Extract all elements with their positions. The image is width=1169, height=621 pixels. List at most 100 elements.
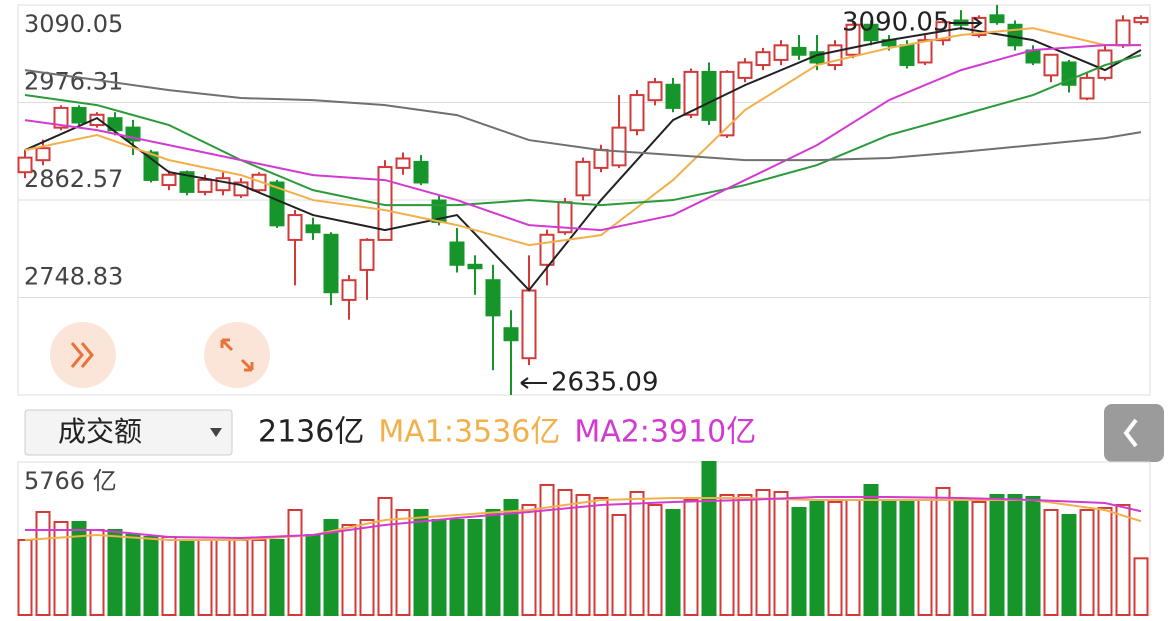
annotation: 3090.05 <box>842 8 950 38</box>
selector-caret[interactable] <box>210 428 222 437</box>
legend-entry: MA1:3536亿 <box>378 415 560 450</box>
annotation-arrow <box>949 17 983 29</box>
candle-body <box>269 181 285 227</box>
candle-body <box>287 214 303 241</box>
candle-body <box>35 147 51 162</box>
candle-body <box>449 241 465 266</box>
volume-bar <box>593 496 609 616</box>
volume-bar <box>611 513 627 616</box>
ma-line <box>25 495 1142 539</box>
volume-bar <box>917 498 933 617</box>
volume-bar <box>845 498 861 617</box>
volume-bar <box>107 528 123 616</box>
volume-bar <box>287 509 303 616</box>
annotation: 2635.09 <box>551 368 659 398</box>
collapse-button[interactable] <box>1104 404 1164 462</box>
candle-body <box>17 156 33 174</box>
volume-bar <box>701 461 717 616</box>
volume-bar <box>539 483 555 616</box>
volume-bar <box>1025 495 1041 616</box>
candle-body <box>989 14 1005 24</box>
ma-line <box>24 27 1141 247</box>
volume-bar <box>737 493 753 616</box>
button-icon[interactable] <box>220 338 254 372</box>
candle-body <box>1043 53 1059 77</box>
volume-bar <box>647 503 663 617</box>
candle-body <box>323 233 339 294</box>
annotation-arrow <box>520 377 547 389</box>
volume-bar <box>683 498 699 617</box>
expand-button[interactable] <box>204 322 270 388</box>
button-bg[interactable] <box>1104 404 1164 462</box>
volume-bar <box>503 498 519 617</box>
candle-body <box>359 238 375 271</box>
volume-bar <box>1115 503 1131 617</box>
volume-bar <box>359 519 375 616</box>
button-icon[interactable] <box>1123 418 1138 448</box>
volume-bar <box>863 483 879 616</box>
volume-bar <box>233 538 249 617</box>
selector-box[interactable] <box>24 409 233 456</box>
volume-bar <box>575 493 591 616</box>
volume-bar <box>377 496 393 616</box>
volume-bar <box>395 509 411 616</box>
candle-body <box>1079 76 1095 100</box>
volume-bar <box>989 493 1005 616</box>
volume-bar <box>881 498 897 617</box>
y-tick-label: 2748.83 <box>24 263 123 291</box>
volume-bar <box>719 493 735 616</box>
selector-label[interactable]: 成交额 <box>58 415 142 448</box>
candle-body <box>665 83 681 109</box>
volume-bar <box>125 533 141 616</box>
candle-body <box>791 46 807 56</box>
volume-bar <box>1079 509 1095 616</box>
legend-entry: MA2:3910亿 <box>574 415 756 450</box>
volume-bar <box>17 538 33 617</box>
candle-body <box>701 70 717 121</box>
volume-bar <box>89 528 105 616</box>
candle-body <box>683 70 699 116</box>
volume-bar <box>971 500 987 616</box>
candle-body <box>53 106 69 129</box>
candle-body <box>413 160 429 184</box>
volume-bar <box>197 538 213 617</box>
candle-body <box>179 171 195 193</box>
speed-button[interactable] <box>50 322 116 388</box>
volume-bar <box>665 509 681 616</box>
y-tick-label: 2862.57 <box>24 165 123 193</box>
volume-bar <box>449 519 465 616</box>
candle-body <box>737 61 753 79</box>
candle-body <box>899 44 915 67</box>
volume-bar <box>251 538 267 617</box>
candle-body <box>1007 23 1023 47</box>
volume-bar <box>1043 509 1059 616</box>
candle-body <box>755 51 771 67</box>
volume-bar <box>557 488 573 616</box>
ma-line <box>24 69 1142 162</box>
candle-body <box>575 160 591 197</box>
button-bg[interactable] <box>204 322 270 388</box>
volume-bar <box>899 498 915 617</box>
candle-body <box>395 157 411 169</box>
volume-bar <box>215 538 231 617</box>
candle-body <box>719 70 735 137</box>
button-icon[interactable] <box>70 342 94 368</box>
volume-bar <box>467 519 483 616</box>
volume-bar <box>791 506 807 617</box>
candle-body <box>161 173 177 187</box>
candle-body <box>593 148 609 169</box>
ma-line <box>24 44 1141 232</box>
volume-bar <box>413 509 429 616</box>
volume-bar <box>341 523 357 617</box>
volume-bar <box>53 520 69 616</box>
ma-line <box>24 496 1142 541</box>
candle-body <box>521 289 537 360</box>
selector[interactable]: 成交额 <box>24 409 233 456</box>
candle-body <box>917 39 933 64</box>
volume-bar <box>1061 513 1077 616</box>
volume-bar <box>431 519 447 616</box>
volume-bar <box>809 500 825 616</box>
candle-body <box>647 81 663 102</box>
